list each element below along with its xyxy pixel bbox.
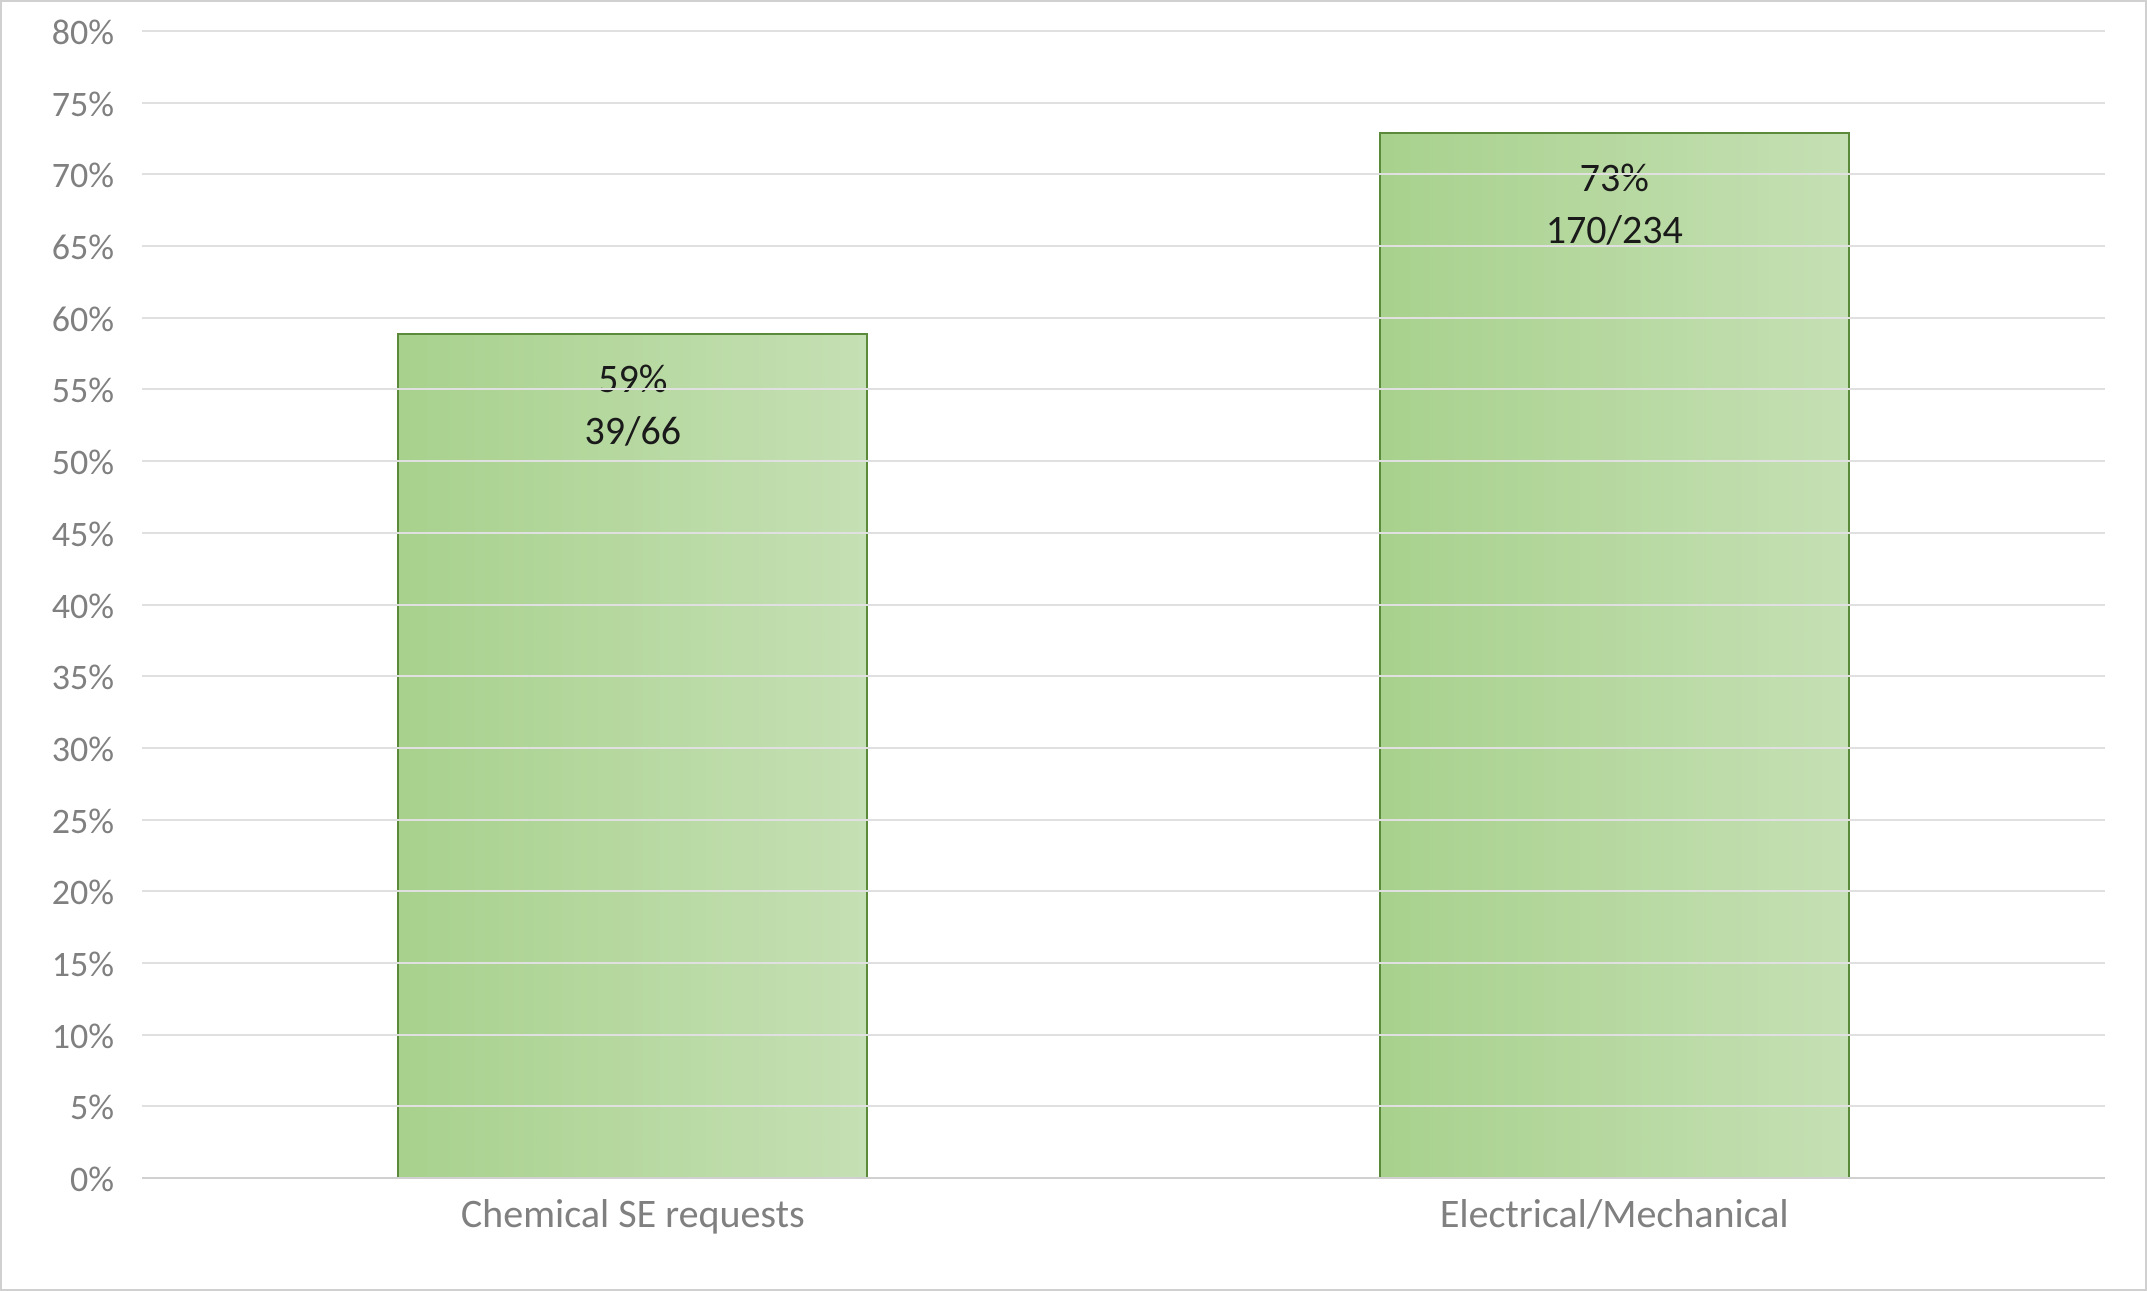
y-tick-label: 80%: [52, 10, 114, 54]
gridline: [142, 1177, 2105, 1179]
bar-label-percent: 59%: [399, 353, 866, 405]
gridline: [142, 102, 2105, 104]
y-axis: 0%5%10%15%20%25%30%35%40%45%50%55%60%65%…: [2, 32, 132, 1179]
bar-data-label: 59%39/66: [399, 353, 866, 457]
chart-container: 0% 5% 10% 15% 20% 25% 30% 35% 40% 45% 50% 55% 60% 65%…: [0, 0, 2147, 1291]
y-tick-label: 40%: [52, 584, 114, 628]
gridline: [142, 819, 2105, 821]
x-tick-label: Chemical SE requests: [461, 1189, 805, 1238]
y-tick-label: 10%: [52, 1014, 114, 1058]
y-tick-label: 5%: [70, 1085, 114, 1129]
x-axis: Chemical SE requests Electrical/Mechanica…: [142, 1189, 2105, 1259]
y-tick-label: 0%: [70, 1157, 114, 1201]
bars-wrap: 59%39/66 73%170/234: [142, 32, 2105, 1179]
gridline: [142, 245, 2105, 247]
gridline: [142, 388, 2105, 390]
y-tick-label: 65%: [52, 225, 114, 269]
gridline: [142, 1105, 2105, 1107]
gridline: [142, 890, 2105, 892]
bar-label-percent: 73%: [1381, 152, 1848, 204]
bar-label-fraction: 39/66: [399, 405, 866, 457]
y-tick-label: 45%: [52, 512, 114, 556]
gridline: [142, 30, 2105, 32]
gridline: [142, 317, 2105, 319]
gridline: [142, 675, 2105, 677]
gridline: [142, 1034, 2105, 1036]
y-tick-label: 35%: [52, 655, 114, 699]
y-tick-label: 50%: [52, 440, 114, 484]
plot-area: 59%39/66 73%170/234: [142, 32, 2105, 1179]
y-tick-label: 15%: [52, 942, 114, 986]
gridline: [142, 173, 2105, 175]
gridline: [142, 604, 2105, 606]
y-tick-label: 75%: [52, 82, 114, 126]
gridline: [142, 747, 2105, 749]
bar-label-fraction: 170/234: [1381, 204, 1848, 256]
bar: 73%170/234: [1379, 132, 1850, 1179]
gridline: [142, 532, 2105, 534]
y-tick-label: 60%: [52, 297, 114, 341]
bar-data-label: 73%170/234: [1381, 152, 1848, 256]
gridline: [142, 962, 2105, 964]
y-tick-label: 20%: [52, 870, 114, 914]
y-tick-label: 55%: [52, 368, 114, 412]
y-tick-label: 30%: [52, 727, 114, 771]
x-tick-label: Electrical/Mechanical: [1440, 1189, 1789, 1238]
y-tick-label: 70%: [52, 153, 114, 197]
gridline: [142, 460, 2105, 462]
y-tick-label: 25%: [52, 799, 114, 843]
